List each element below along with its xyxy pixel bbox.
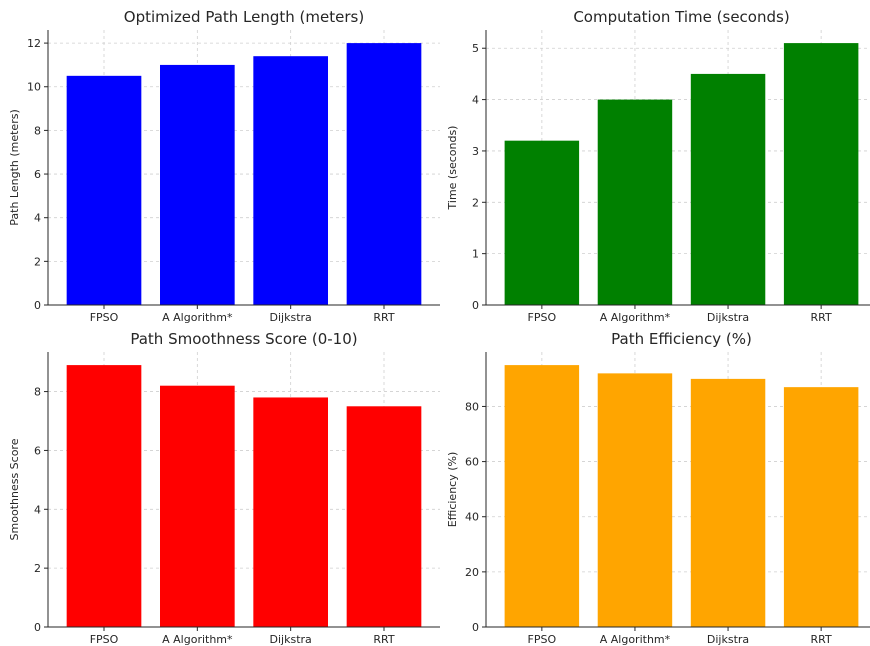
- x-tick-label: RRT: [811, 633, 832, 646]
- y-axis-label: Smoothness Score: [8, 438, 21, 540]
- chart-3: 0 2 4 6 8 FPSO A Algorithm* Dijkstra RRT Path Smo…: [8, 330, 440, 646]
- y-tick-label: 0: [34, 299, 41, 312]
- x-tick-label: FPSO: [90, 311, 119, 324]
- y-tick-label: 4: [34, 503, 41, 516]
- chart-title: Optimized Path Length (meters): [124, 8, 364, 26]
- bar-fpso: [66, 365, 142, 627]
- y-tick-label: 8: [34, 386, 41, 399]
- y-tick-label: 60: [465, 456, 479, 469]
- y-tick-label: 20: [465, 566, 479, 579]
- y-axis-label: Efficiency (%): [446, 452, 459, 528]
- chart-title: Path Smoothness Score (0-10): [130, 330, 357, 348]
- chart-title: Path Efficiency (%): [611, 330, 752, 348]
- chart-2: 0 1 2 3 4 5 FPSO A Algorithm* Dijkstra RRT Computa…: [446, 8, 870, 324]
- x-tick-label: Dijkstra: [707, 311, 749, 324]
- x-tick-label: Dijkstra: [707, 633, 749, 646]
- x-tick-label: A Algorithm*: [600, 311, 671, 324]
- x-tick-label: RRT: [373, 633, 394, 646]
- y-tick-label: 0: [472, 621, 479, 634]
- y-tick-label: 6: [34, 168, 41, 181]
- y-tick-label: 8: [34, 124, 41, 137]
- y-axis-label: Time (seconds): [446, 126, 459, 211]
- y-tick-label: 40: [465, 511, 479, 524]
- y-tick-label: 6: [34, 444, 41, 457]
- y-axis-label: Path Length (meters): [8, 109, 21, 226]
- bar-rrt: [346, 43, 422, 305]
- y-tick-label: 0: [34, 621, 41, 634]
- x-tick-label: RRT: [811, 311, 832, 324]
- chart-4: 0 20 40 60 80 FPSO A Algorithm* Dijkstra RRT Path…: [446, 330, 870, 646]
- x-tick-label: Dijkstra: [270, 633, 312, 646]
- bar-dijkstra: [253, 56, 328, 305]
- bar-dijkstra: [690, 378, 766, 627]
- x-tick-label: A Algorithm*: [162, 311, 233, 324]
- bar-dijkstra: [253, 397, 328, 627]
- bar-fpso: [504, 365, 580, 627]
- chart-1: 0 2 4 6 8 10 12 FPSO A Algorithm* Dijkstra RRT Opti…: [8, 8, 440, 324]
- y-tick-label: 4: [34, 212, 41, 225]
- bar-rrt: [783, 387, 859, 627]
- bar-dijkstra: [690, 73, 766, 305]
- bar-rrt: [346, 406, 422, 627]
- x-tick-label: Dijkstra: [270, 311, 312, 324]
- y-tick-label: 4: [472, 94, 479, 107]
- chart-title: Computation Time (seconds): [573, 8, 789, 26]
- bar-fpso: [504, 140, 580, 305]
- y-tick-label: 5: [472, 42, 479, 55]
- bar-a-algorithm: [597, 99, 673, 305]
- bar-a-algorithm: [160, 64, 235, 306]
- y-tick-label: 80: [465, 400, 479, 413]
- x-tick-label: A Algorithm*: [162, 633, 233, 646]
- y-tick-label: 0: [472, 299, 479, 312]
- x-tick-label: FPSO: [528, 311, 557, 324]
- bar-a-algorithm: [597, 373, 673, 627]
- y-tick-label: 12: [27, 37, 41, 50]
- x-tick-label: RRT: [373, 311, 394, 324]
- y-tick-label: 2: [472, 196, 479, 209]
- y-tick-label: 3: [472, 145, 479, 158]
- y-tick-label: 1: [472, 248, 479, 261]
- bar-fpso: [66, 75, 142, 305]
- x-tick-label: FPSO: [528, 633, 557, 646]
- x-tick-label: FPSO: [90, 633, 119, 646]
- y-tick-label: 2: [34, 562, 41, 575]
- x-tick-label: A Algorithm*: [600, 633, 671, 646]
- bar-rrt: [783, 43, 859, 305]
- y-tick-label: 2: [34, 255, 41, 268]
- bar-a-algorithm: [160, 385, 235, 627]
- y-tick-label: 10: [27, 81, 41, 94]
